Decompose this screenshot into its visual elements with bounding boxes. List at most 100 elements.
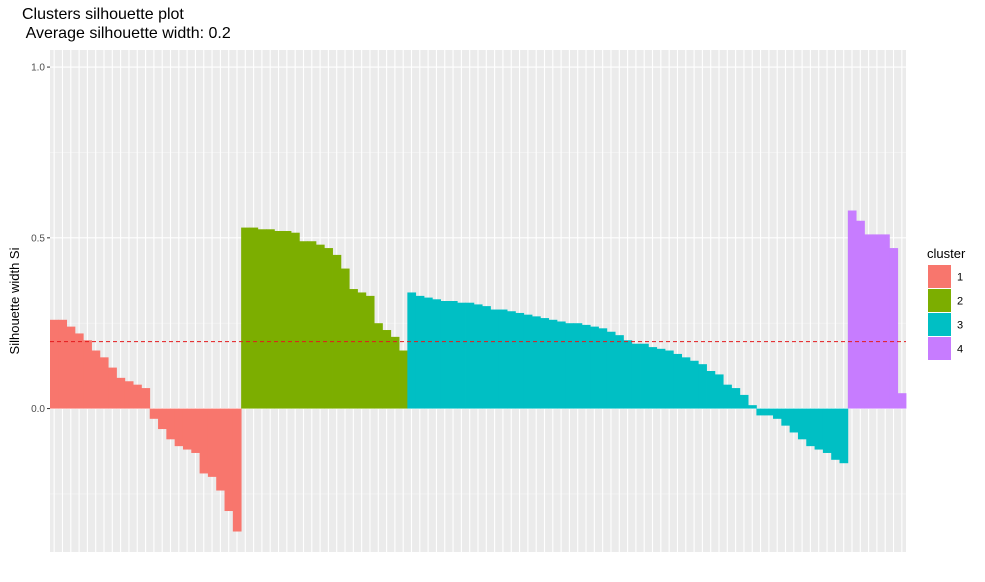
silhouette-bar-cluster-2 [365,295,375,409]
legend-swatch-4 [928,337,951,360]
silhouette-bar-cluster-1 [91,350,101,409]
silhouette-bar-cluster-3 [515,312,525,409]
silhouette-bar-cluster-2 [382,330,392,409]
silhouette-bar-cluster-1 [191,408,200,453]
silhouette-bar-cluster-3 [806,408,815,447]
silhouette-bar-cluster-1 [58,319,68,409]
silhouette-bar-cluster-1 [232,408,242,532]
silhouette-bar-cluster-3 [598,328,608,409]
legend-label-3: 3 [957,320,963,332]
silhouette-bar-cluster-2 [315,244,325,409]
chart-subtitle: Average silhouette width: 0.2 [22,25,231,42]
silhouette-bar-cluster-3 [773,408,782,419]
silhouette-bar-cluster-3 [448,301,458,409]
silhouette-bar-cluster-2 [291,232,300,409]
silhouette-bar-cluster-3 [565,323,574,409]
silhouette-bar-cluster-2 [324,248,333,409]
silhouette-bar-cluster-1 [74,333,84,409]
silhouette-bar-cluster-3 [706,371,716,409]
silhouette-bar-cluster-2 [357,292,367,409]
silhouette-bar-cluster-2 [390,336,400,409]
silhouette-bar-cluster-1 [182,408,192,450]
silhouette-bar-cluster-3 [764,408,774,416]
silhouette-bar-cluster-3 [814,408,824,450]
y-axis-label: Silhouette width Si [7,247,22,354]
legend-label-2: 2 [957,296,963,308]
bars [50,210,907,532]
chart-title: Clusters silhouette plot [22,6,184,23]
silhouette-bar-cluster-3 [415,295,425,409]
silhouette-bar-cluster-3 [789,408,799,433]
silhouette-bar-cluster-3 [457,302,466,409]
silhouette-bar-cluster-3 [714,374,724,409]
silhouette-bar-cluster-4 [881,234,890,409]
legend-label-4: 4 [957,344,963,356]
silhouette-bar-cluster-3 [490,309,500,409]
silhouette-bar-cluster-3 [748,405,757,409]
silhouette-bar-cluster-3 [440,301,450,409]
silhouette-bar-cluster-1 [166,408,176,440]
silhouette-bar-cluster-3 [756,408,766,416]
silhouette-bar-cluster-1 [108,367,117,409]
silhouette-bar-cluster-1 [116,377,126,409]
silhouette-bar-cluster-3 [673,353,683,409]
silhouette-bar-cluster-3 [423,297,433,409]
y-tick-label: 0.5 [31,233,45,244]
silhouette-bar-cluster-3 [606,331,616,409]
silhouette-bar-cluster-3 [723,384,732,409]
silhouette-bar-cluster-3 [498,309,508,409]
silhouette-bar-cluster-4 [847,210,857,409]
silhouette-bar-cluster-3 [482,306,491,409]
legend: cluster 1 2 3 4 [927,246,966,360]
silhouette-bar-cluster-3 [556,321,566,409]
silhouette-bar-cluster-4 [897,393,907,409]
silhouette-bar-cluster-1 [133,384,142,409]
silhouette-bar-cluster-1 [141,388,151,409]
silhouette-bar-cluster-1 [66,326,76,409]
silhouette-bar-cluster-3 [523,314,533,409]
legend-title: cluster [927,246,966,261]
silhouette-bar-cluster-3 [540,318,550,409]
silhouette-bar-cluster-3 [581,324,591,409]
legend-swatch-1 [928,265,951,288]
legend-swatch-3 [928,313,951,336]
silhouette-bar-cluster-2 [374,323,383,409]
silhouette-bar-cluster-4 [889,248,899,409]
silhouette-bar-cluster-3 [465,302,475,409]
silhouette-bar-cluster-2 [399,350,408,409]
silhouette-bar-cluster-2 [257,229,267,409]
legend-label-1: 1 [957,272,963,284]
silhouette-bar-cluster-1 [207,408,217,477]
silhouette-bar-cluster-3 [548,319,558,409]
silhouette-bar-cluster-2 [332,254,342,409]
silhouette-bar-cluster-1 [83,340,92,409]
silhouette-bar-cluster-3 [432,299,442,409]
silhouette-bar-cluster-1 [224,408,234,512]
silhouette-bar-cluster-3 [839,408,849,464]
silhouette-bar-cluster-1 [199,408,209,474]
silhouette-bar-cluster-3 [698,364,707,409]
grid-lines [50,50,906,552]
silhouette-bar-cluster-2 [307,241,317,409]
silhouette-bar-cluster-1 [124,381,134,409]
silhouette-bar-cluster-3 [407,292,417,409]
silhouette-bar-cluster-3 [615,335,624,409]
silhouette-bar-cluster-2 [249,227,259,409]
silhouette-bar-cluster-3 [532,316,541,409]
silhouette-bar-cluster-3 [681,357,691,409]
silhouette-bar-cluster-1 [158,408,167,430]
silhouette-bar-cluster-3 [731,388,741,409]
silhouette-bar-cluster-3 [648,347,658,409]
silhouette-bar-cluster-2 [241,227,250,409]
silhouette-bar-cluster-1 [216,408,225,491]
silhouette-bar-cluster-2 [282,230,292,409]
silhouette-bar-cluster-1 [174,408,184,447]
silhouette-bar-cluster-4 [856,220,865,409]
silhouette-bar-cluster-3 [590,326,599,409]
silhouette-bar-cluster-3 [664,350,674,409]
silhouette-bar-cluster-2 [299,241,309,409]
silhouette-bar-cluster-1 [149,408,159,419]
silhouette-bar-cluster-1 [99,357,109,409]
